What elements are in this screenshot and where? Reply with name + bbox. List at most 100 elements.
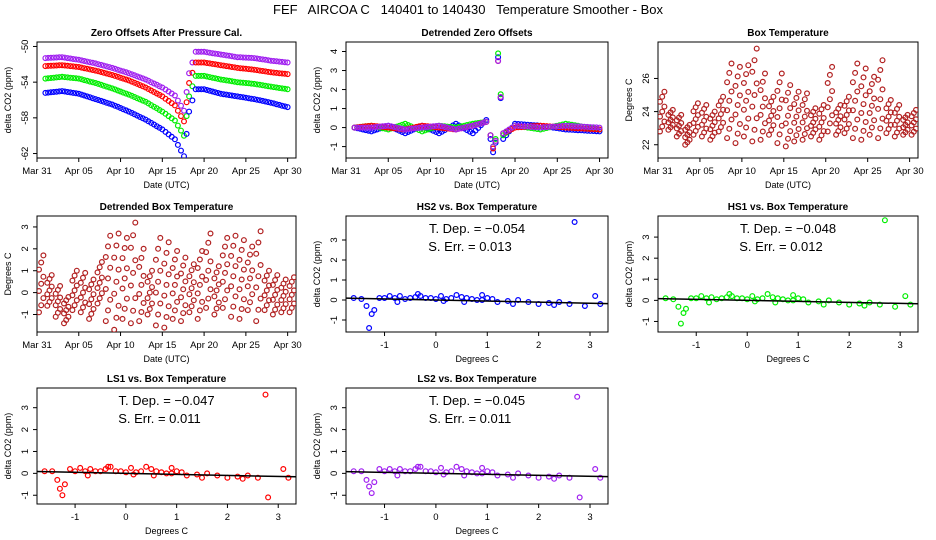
data-point <box>40 252 47 259</box>
data-point <box>793 132 800 139</box>
data-point <box>284 104 291 111</box>
data-point <box>178 102 185 109</box>
data-point <box>371 307 378 314</box>
data-point <box>48 295 55 302</box>
x-tick-label: 1 <box>485 340 490 351</box>
data-point <box>784 89 791 96</box>
data-point <box>65 313 72 320</box>
data-point <box>115 266 122 273</box>
data-point <box>795 295 802 302</box>
data-point <box>114 87 121 94</box>
data-point <box>199 298 206 305</box>
data-point <box>386 466 393 473</box>
data-point <box>896 113 903 120</box>
data-point <box>249 291 256 298</box>
data-point <box>161 324 168 331</box>
data-point <box>238 306 245 313</box>
y-tick-label: -62 <box>20 147 31 161</box>
data-point <box>45 89 52 96</box>
data-point <box>820 128 827 135</box>
data-point <box>111 65 118 72</box>
data-point <box>70 74 77 81</box>
data-point <box>92 96 99 103</box>
y-axis-label: delta CO2 (ppm) <box>3 67 13 134</box>
data-point <box>59 88 66 95</box>
data-point <box>192 48 199 55</box>
data-point <box>376 123 383 130</box>
data-point <box>189 59 196 66</box>
data-point <box>143 463 150 470</box>
data-point <box>72 75 79 82</box>
data-point <box>86 94 93 101</box>
data-point <box>198 86 205 93</box>
data-point <box>73 297 80 304</box>
data-point <box>213 269 220 276</box>
data-point <box>776 105 783 112</box>
data-point <box>904 126 911 133</box>
data-point <box>94 300 101 307</box>
data-point <box>720 119 727 126</box>
data-point <box>94 269 101 276</box>
data-point <box>98 81 105 88</box>
data-point <box>480 119 487 126</box>
data-point <box>782 143 789 150</box>
data-point <box>386 293 393 300</box>
data-point <box>259 56 266 63</box>
fit-line <box>36 470 297 478</box>
data-point <box>50 88 57 95</box>
data-point <box>163 314 170 321</box>
data-point <box>207 230 214 237</box>
data-point <box>751 126 758 133</box>
data-point <box>139 83 146 90</box>
x-tick-label: Mar 31 <box>22 340 52 351</box>
data-point <box>887 109 894 116</box>
data-point <box>138 309 145 316</box>
data-point <box>559 122 566 129</box>
data-point <box>820 301 827 308</box>
data-point <box>59 54 66 61</box>
chart-title: Box Temperature <box>747 28 829 39</box>
data-point <box>765 103 772 110</box>
data-point <box>245 80 252 87</box>
data-point <box>45 54 52 61</box>
data-point <box>761 70 768 77</box>
data-point <box>75 63 82 70</box>
data-point <box>592 293 599 300</box>
data-point <box>484 468 491 475</box>
data-point <box>825 297 832 304</box>
data-point <box>879 57 886 64</box>
y-tick-label: -58 <box>20 111 31 125</box>
data-point <box>224 261 231 268</box>
data-point <box>495 50 502 57</box>
data-point <box>155 245 162 252</box>
data-point <box>500 136 507 143</box>
data-point <box>95 96 102 103</box>
data-point <box>98 274 105 281</box>
data-point <box>199 474 206 481</box>
data-point <box>228 92 235 99</box>
y-tick-label: 1 <box>641 277 652 282</box>
data-point <box>209 88 216 95</box>
data-point <box>795 107 802 114</box>
x-tick-label: Apr 10 <box>417 166 445 177</box>
data-point <box>77 294 84 301</box>
data-point <box>574 393 581 400</box>
data-point <box>272 277 279 284</box>
data-point <box>450 125 457 132</box>
data-point <box>77 464 84 471</box>
data-point <box>251 55 258 62</box>
data-point <box>131 72 138 79</box>
x-tick-label: Apr 30 <box>274 166 302 177</box>
data-point <box>86 78 93 85</box>
data-point <box>593 124 600 131</box>
data-point <box>207 286 214 293</box>
data-point <box>405 126 412 133</box>
data-point <box>104 243 111 250</box>
data-point <box>146 289 153 296</box>
data-point <box>157 234 164 241</box>
data-point <box>109 85 116 92</box>
data-point <box>217 62 224 69</box>
data-point <box>255 239 262 246</box>
data-point <box>291 287 296 294</box>
data-point <box>203 86 210 93</box>
